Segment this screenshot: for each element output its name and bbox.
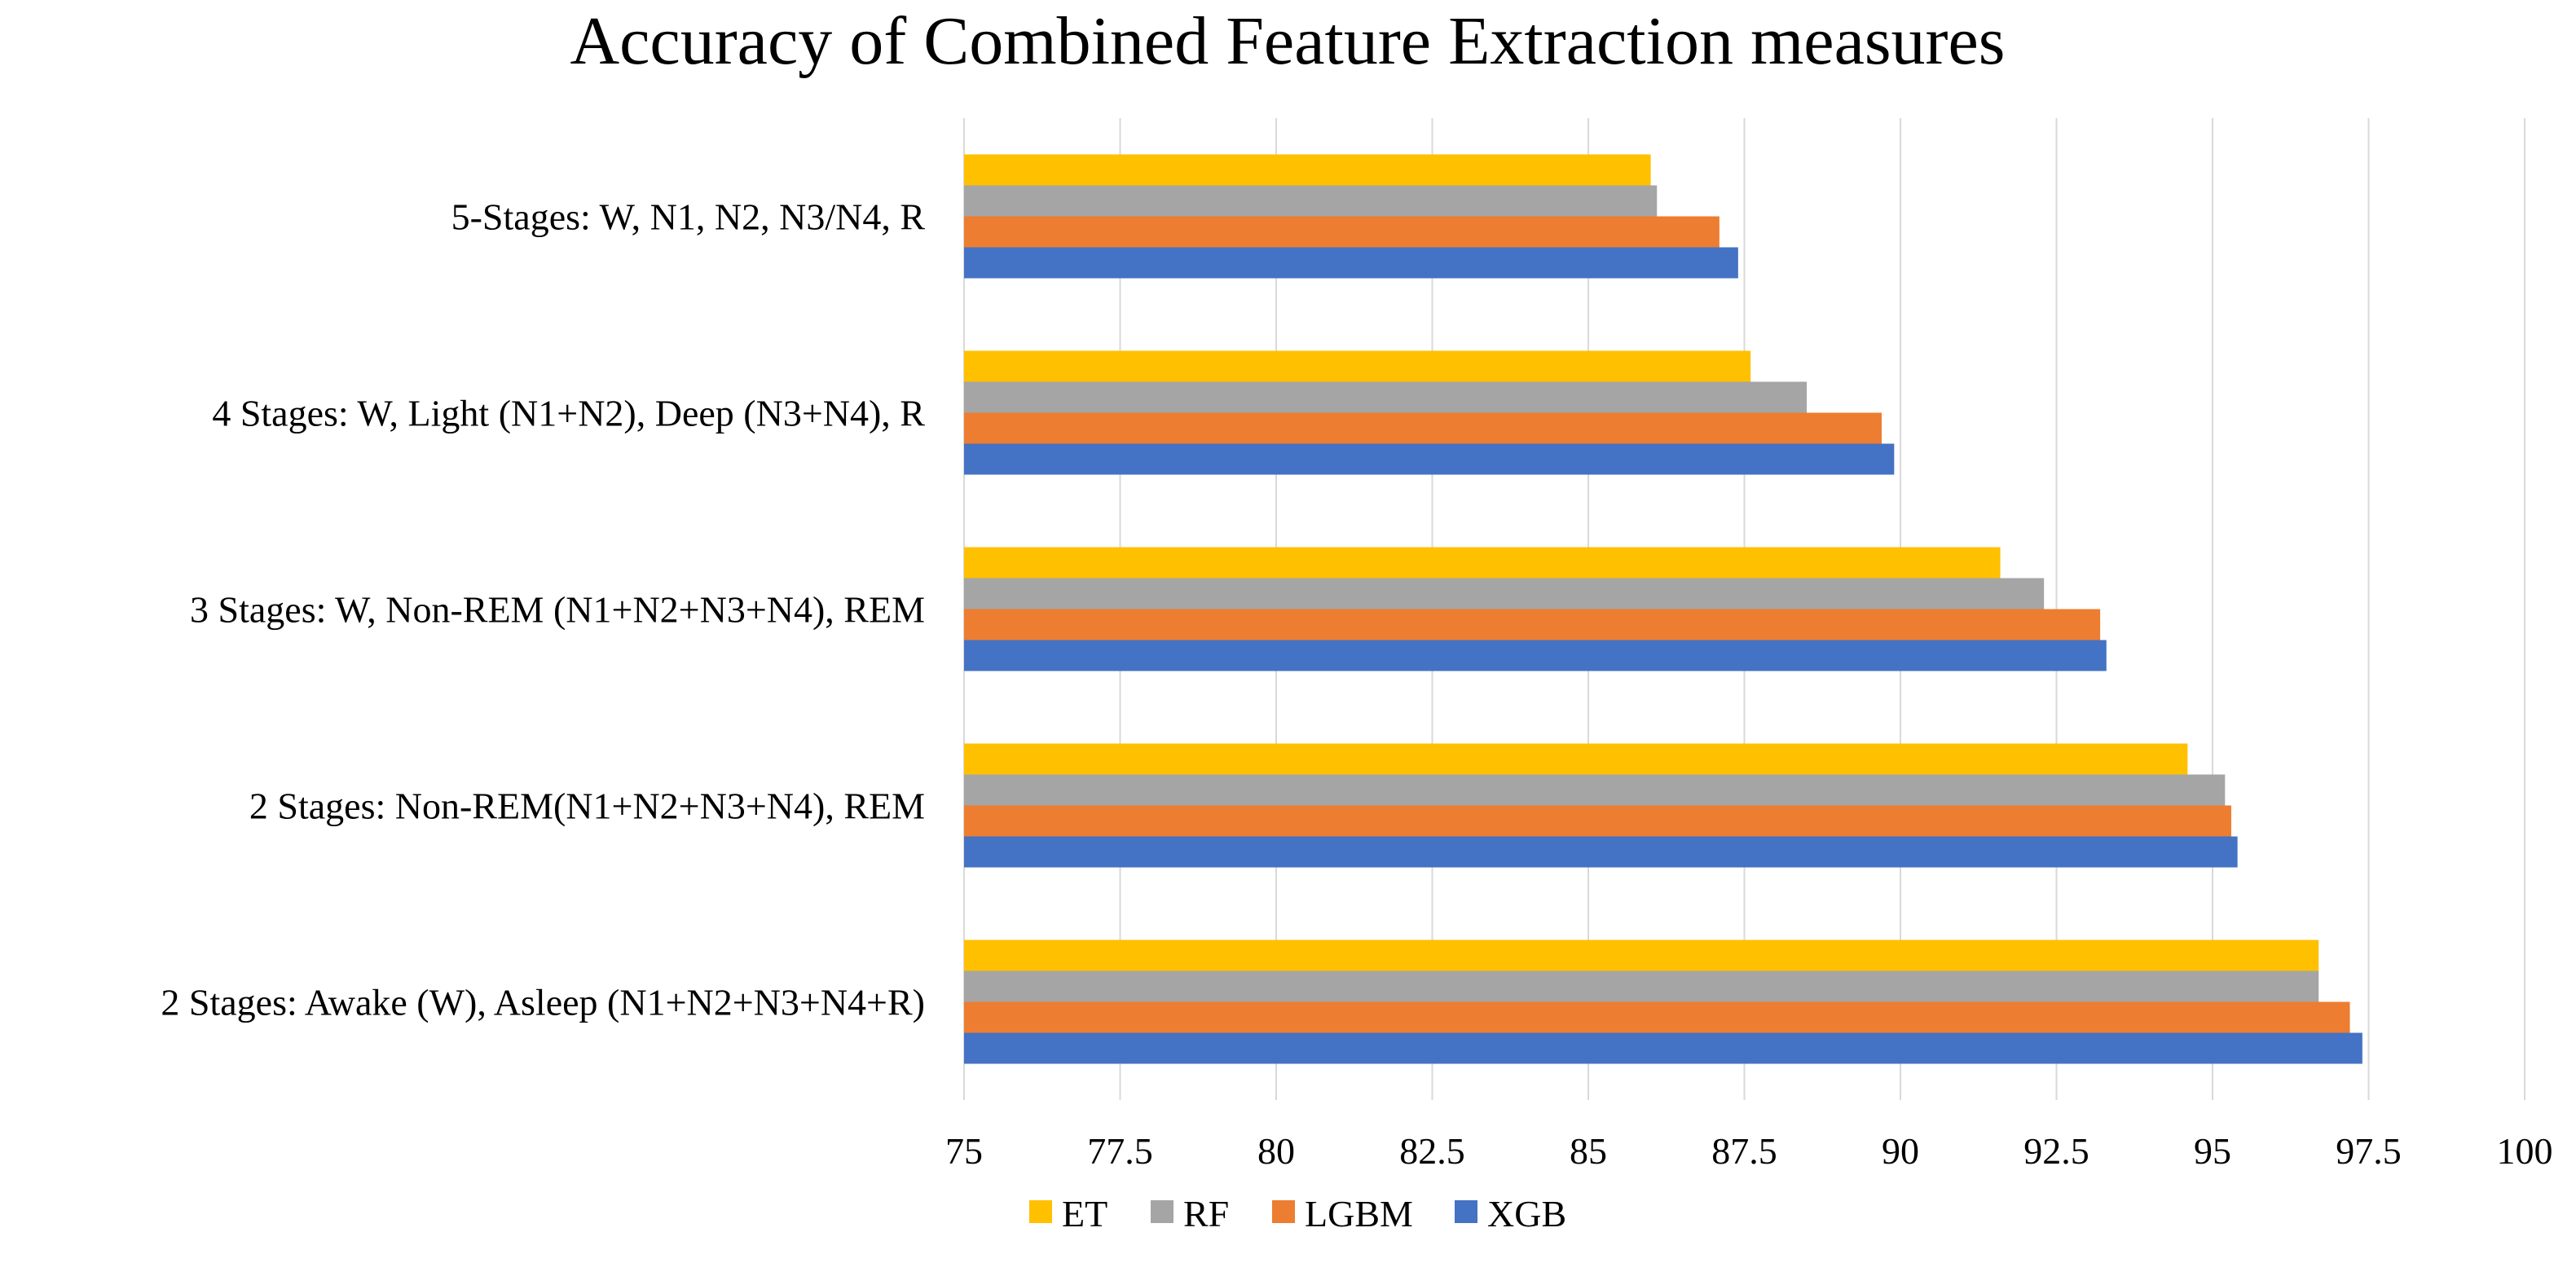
x-axis-ticks: 75 77.5 80 82.5 85 87.5 90 92.5 95 97.5 100 [945, 1130, 2553, 1172]
x-tick-label: 97.5 [2336, 1130, 2402, 1172]
legend-swatch-et [1029, 1200, 1052, 1223]
bar-lgbm-0 [964, 216, 1720, 248]
x-tick-label: 75 [945, 1130, 983, 1172]
bar-rf-3 [964, 774, 2226, 806]
category-label: 5-Stages: W, N1, N2, N3/N4, R [451, 196, 926, 238]
x-tick-label: 92.5 [2023, 1130, 2089, 1172]
category-labels: 5-Stages: W, N1, N2, N3/N4, R 4 Stages: W… [161, 196, 925, 1023]
legend-swatch-xgb [1455, 1200, 1477, 1223]
bar-xgb-4 [964, 1032, 2362, 1064]
x-tick-label: 85 [1570, 1130, 1607, 1172]
legend-label-rf: RF [1183, 1193, 1229, 1234]
bars [964, 154, 2362, 1064]
bar-et-2 [964, 547, 2001, 579]
legend-swatch-lgbm [1272, 1200, 1295, 1223]
bar-et-3 [964, 743, 2188, 775]
bar-rf-1 [964, 381, 1808, 413]
bar-rf-4 [964, 970, 2319, 1002]
x-tick-label: 87.5 [1711, 1130, 1777, 1172]
bar-lgbm-2 [964, 609, 2101, 640]
category-label: 4 Stages: W, Light (N1+N2), Deep (N3+N4)… [212, 393, 925, 434]
category-label: 3 Stages: W, Non-REM (N1+N2+N3+N4), REM [190, 589, 925, 631]
bar-xgb-3 [964, 836, 2238, 868]
x-tick-label: 90 [1882, 1130, 1919, 1172]
category-label: 2 Stages: Non-REM(N1+N2+N3+N4), REM [249, 786, 925, 827]
bar-et-1 [964, 350, 1751, 382]
bar-lgbm-3 [964, 805, 2231, 837]
bar-xgb-0 [964, 247, 1738, 279]
legend-swatch-rf [1151, 1200, 1174, 1223]
x-tick-label: 82.5 [1399, 1130, 1465, 1172]
x-tick-label: 95 [2194, 1130, 2231, 1172]
bar-et-4 [964, 940, 2319, 971]
chart-title: Accuracy of Combined Feature Extraction … [570, 3, 2005, 79]
bar-xgb-2 [964, 640, 2107, 671]
legend-label-et: ET [1062, 1193, 1107, 1234]
bar-lgbm-1 [964, 412, 1882, 444]
x-tick-label: 77.5 [1087, 1130, 1153, 1172]
bar-rf-2 [964, 578, 2045, 609]
legend-label-lgbm: LGBM [1305, 1193, 1413, 1234]
category-label: 2 Stages: Awake (W), Asleep (N1+N2+N3+N4… [161, 982, 925, 1023]
bar-lgbm-4 [964, 1001, 2350, 1033]
x-tick-label: 80 [1257, 1130, 1295, 1172]
x-tick-label: 100 [2497, 1130, 2553, 1172]
bar-rf-0 [964, 185, 1658, 217]
bar-xgb-1 [964, 443, 1895, 475]
legend: ET RF LGBM XGB [1029, 1193, 1566, 1234]
bar-et-0 [964, 154, 1651, 186]
legend-label-xgb: XGB [1487, 1193, 1566, 1234]
